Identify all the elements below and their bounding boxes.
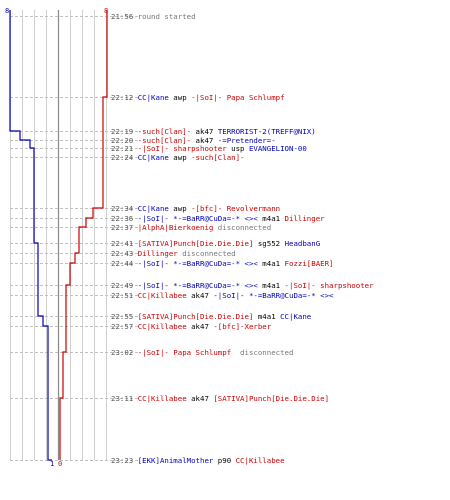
event-time: 22:24	[111, 153, 138, 162]
event-text: awp	[168, 153, 192, 162]
event-time: 23:02	[111, 348, 138, 357]
event-text: round started	[137, 12, 196, 21]
event-time: 22:12	[111, 93, 138, 102]
event-row: 23:23 [EKK]AnimalMother p90 CC|Killabee	[111, 456, 285, 465]
event-time: 22:21	[111, 144, 138, 153]
event-text: CC|Kane	[280, 312, 312, 321]
event-row: 22:57 CC|Killabee ak47 -[bfc]-Xerber	[111, 322, 271, 331]
event-text: ak47	[186, 394, 214, 403]
event-text: m4a1	[253, 312, 281, 321]
event-time: 22:36	[111, 214, 138, 223]
event-text: ak47	[191, 136, 218, 145]
event-text: usp	[226, 144, 249, 153]
event-row: 22:21 -|SoI|- sharpshooter usp EVANGELIO…	[111, 144, 307, 153]
event-time: 22:41	[111, 239, 138, 248]
event-time: 22:55	[111, 312, 138, 321]
event-time: 21:56	[111, 12, 138, 21]
event-time: 22:51	[111, 291, 138, 300]
event-text: CC|Killabee	[137, 322, 187, 331]
event-text: EVANGELION-00	[248, 144, 307, 153]
event-row: 22:44 -|SoI|- *-=BaRR@CuDa=-* <>< m4a1 F…	[111, 259, 334, 268]
blue-team-line	[9, 10, 52, 461]
event-text: -|SoI|- *-=BaRR@CuDa=-* <><	[137, 214, 258, 223]
event-row: 22:24 CC|Kane awp -such[Clan]-	[111, 153, 245, 162]
event-text: |AlphA|Bierkoenig	[137, 223, 214, 232]
event-row: 22:51 CC|Killabee ak47 -|SoI|- *-=BaRR@C…	[111, 291, 334, 300]
red-end-count: 0	[58, 460, 63, 468]
event-text: m4a1	[257, 259, 285, 268]
event-text: sg552	[253, 239, 285, 248]
event-text: -|SoI|- *-=BaRR@CuDa=-* <><	[137, 281, 258, 290]
event-time: 22:57	[111, 322, 138, 331]
event-text: ak47	[186, 291, 214, 300]
event-text: -|SoI|- Papa Schlumpf	[191, 93, 285, 102]
event-row: 22:36 -|SoI|- *-=BaRR@CuDa=-* <>< m4a1 D…	[111, 214, 325, 223]
event-text: -|SoI|- sharpshooter	[284, 281, 374, 290]
event-text: -|SoI|- *-=BaRR@CuDa=-* <><	[137, 259, 258, 268]
event-text: disconnected	[177, 249, 236, 258]
event-row: 23:02 -|SoI|- Papa Schlumpf disconnected	[111, 348, 293, 357]
event-time: 22:49	[111, 281, 138, 290]
event-text: awp	[168, 204, 192, 213]
event-time: 23:11	[111, 394, 138, 403]
event-text: -such[Clan]-	[137, 136, 192, 145]
event-text: CC|Kane	[137, 153, 169, 162]
event-text: [SATIVA]Punch[Die.Die.Die]	[213, 394, 330, 403]
red-start-count: 8	[104, 7, 109, 15]
event-row: 22:12 CC|Kane awp -|SoI|- Papa Schlumpf	[111, 93, 285, 102]
event-text: HeadbanG	[284, 239, 321, 248]
event-text: [EKK]AnimalMother	[137, 456, 214, 465]
event-row: 22:19 -such[Clan]- ak47 TERRORIST-2(TREF…	[111, 127, 316, 136]
event-text: TERRORIST-2(TREFF@NIX)	[217, 127, 316, 136]
event-text: -such[Clan]-	[191, 153, 245, 162]
event-text: awp	[168, 93, 192, 102]
event-row: 22:37 |AlphA|Bierkoenig disconnected	[111, 223, 271, 232]
blue-end-count: 1	[50, 460, 55, 468]
event-time: 22:20	[111, 136, 138, 145]
event-time: 22:37	[111, 223, 138, 232]
event-text: -=Pretender=-	[217, 136, 276, 145]
event-text: [SATIVA]Punch[Die.Die.Die]	[137, 239, 254, 248]
event-text: CC|Killabee	[235, 456, 285, 465]
event-text: -|SoI|- sharpshooter	[137, 144, 227, 153]
event-text: disconnected	[213, 223, 272, 232]
event-text: [SATIVA]Punch[Die.Die.Die]	[137, 312, 254, 321]
event-text: ak47	[186, 322, 214, 331]
event-text: -|SoI|- Papa Schlumpf	[137, 348, 232, 357]
event-text: -[bfc]-Xerber	[213, 322, 272, 331]
event-text: ak47	[191, 127, 218, 136]
event-text: m4a1	[257, 214, 285, 223]
event-time: 22:44	[111, 259, 138, 268]
event-row: 22:34 CC|Kane awp -[bfc]- Revolvermann	[111, 204, 280, 213]
red-team-line	[59, 10, 108, 460]
event-text: Dillinger	[284, 214, 325, 223]
event-row: 23:11 CC|Killabee ak47 [SATIVA]Punch[Die…	[111, 394, 329, 403]
event-text: CC|Kane	[137, 204, 169, 213]
event-text: CC|Killabee	[137, 291, 187, 300]
event-text: Dillinger	[137, 249, 178, 258]
blue-start-count: 8	[5, 7, 10, 15]
event-text: m4a1	[257, 281, 285, 290]
event-row: 22:43 Dillinger disconnected	[111, 249, 236, 258]
event-text: Fozzi[BAER]	[284, 259, 334, 268]
event-text: -|SoI|- *-=BaRR@CuDa=-* <><	[213, 291, 334, 300]
event-row: 22:55 [SATIVA]Punch[Die.Die.Die] m4a1 CC…	[111, 312, 311, 321]
event-text: disconnected	[231, 348, 294, 357]
event-time: 22:34	[111, 204, 138, 213]
event-text: -[bfc]- Revolvermann	[191, 204, 281, 213]
event-time: 22:19	[111, 127, 138, 136]
event-text: CC|Killabee	[137, 394, 187, 403]
event-row: 22:20 -such[Clan]- ak47 -=Pretender=-	[111, 136, 276, 145]
event-time: 23:23	[111, 456, 138, 465]
event-text: -such[Clan]-	[137, 127, 192, 136]
event-row: 21:56 round started	[111, 12, 196, 21]
event-row: 22:49 -|SoI|- *-=BaRR@CuDa=-* <>< m4a1 -…	[111, 281, 374, 290]
event-text: CC|Kane	[137, 93, 169, 102]
event-time: 22:43	[111, 249, 138, 258]
event-text: p90	[213, 456, 236, 465]
event-row: 22:41 [SATIVA]Punch[Die.Die.Die] sg552 H…	[111, 239, 320, 248]
